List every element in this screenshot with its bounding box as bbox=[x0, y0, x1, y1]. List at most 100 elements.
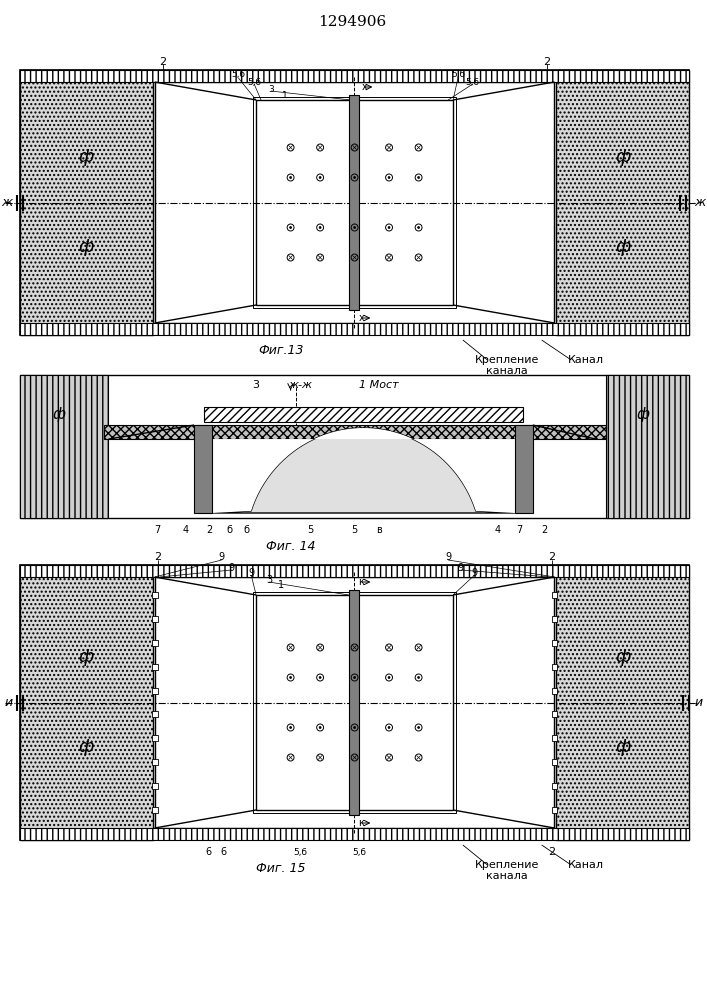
Circle shape bbox=[290, 176, 291, 178]
Circle shape bbox=[290, 676, 291, 678]
Bar bbox=[551, 735, 557, 741]
Circle shape bbox=[354, 676, 356, 678]
Text: к: к bbox=[358, 577, 364, 587]
Bar bbox=[152, 688, 158, 694]
Text: 5,б: 5,б bbox=[231, 70, 245, 80]
Text: 1294906: 1294906 bbox=[318, 15, 387, 29]
Bar bbox=[20, 828, 689, 840]
Bar bbox=[152, 640, 158, 646]
Text: канала: канала bbox=[486, 871, 528, 881]
Bar bbox=[253, 592, 456, 813]
Bar bbox=[20, 70, 153, 335]
Circle shape bbox=[418, 176, 419, 178]
Bar bbox=[20, 70, 689, 335]
Bar bbox=[155, 577, 554, 828]
Bar bbox=[256, 595, 453, 810]
Bar bbox=[152, 735, 158, 741]
Text: 9: 9 bbox=[218, 552, 225, 562]
Circle shape bbox=[354, 227, 356, 229]
Bar bbox=[20, 70, 689, 82]
Text: в: в bbox=[376, 525, 382, 535]
Polygon shape bbox=[212, 428, 515, 513]
Bar bbox=[152, 759, 158, 765]
Text: б: б bbox=[243, 525, 250, 535]
Bar bbox=[551, 640, 557, 646]
Text: ф: ф bbox=[636, 408, 650, 422]
Text: 5,б: 5,б bbox=[466, 78, 480, 87]
Text: ф: ф bbox=[614, 148, 630, 166]
Text: 5: 5 bbox=[307, 525, 313, 535]
Bar bbox=[20, 375, 689, 518]
Circle shape bbox=[388, 676, 390, 678]
Text: и: и bbox=[5, 696, 13, 709]
Text: 9: 9 bbox=[458, 563, 464, 573]
Text: к: к bbox=[358, 818, 364, 828]
Text: 2: 2 bbox=[543, 57, 550, 67]
Circle shape bbox=[290, 726, 291, 728]
Text: 2: 2 bbox=[548, 552, 555, 562]
Text: 1: 1 bbox=[278, 580, 284, 590]
Text: 2: 2 bbox=[548, 847, 555, 857]
Text: Фиг.13: Фиг.13 bbox=[258, 344, 303, 357]
Text: ф: ф bbox=[78, 648, 93, 666]
Text: 3: 3 bbox=[266, 575, 272, 585]
Text: 9: 9 bbox=[228, 563, 235, 573]
Bar bbox=[20, 565, 153, 840]
Text: 4: 4 bbox=[182, 525, 188, 535]
Bar bbox=[152, 783, 158, 789]
Bar bbox=[194, 425, 212, 513]
Text: и: и bbox=[694, 696, 703, 709]
Text: х: х bbox=[361, 82, 367, 92]
Text: 6: 6 bbox=[206, 847, 212, 857]
Circle shape bbox=[319, 676, 321, 678]
Bar bbox=[556, 565, 689, 840]
Text: 9: 9 bbox=[248, 568, 255, 578]
Text: ф: ф bbox=[78, 148, 93, 166]
Text: 6: 6 bbox=[221, 847, 227, 857]
Bar bbox=[103, 425, 606, 439]
Bar bbox=[551, 807, 557, 813]
Circle shape bbox=[354, 726, 356, 728]
Text: Канал: Канал bbox=[568, 860, 604, 870]
Bar bbox=[551, 783, 557, 789]
Bar bbox=[551, 616, 557, 622]
Bar bbox=[152, 616, 158, 622]
Bar bbox=[349, 590, 358, 815]
Text: 5,б: 5,б bbox=[293, 848, 308, 856]
Circle shape bbox=[319, 176, 321, 178]
Circle shape bbox=[388, 176, 390, 178]
Bar bbox=[349, 95, 358, 310]
Bar bbox=[551, 711, 557, 717]
Text: 5,б: 5,б bbox=[247, 78, 261, 87]
Text: ж: ж bbox=[1, 196, 13, 209]
Bar bbox=[155, 82, 554, 323]
Text: 1 Мост: 1 Мост bbox=[359, 380, 399, 390]
Text: 5,б: 5,б bbox=[451, 70, 465, 80]
Circle shape bbox=[388, 726, 390, 728]
Circle shape bbox=[418, 726, 419, 728]
Bar bbox=[551, 664, 557, 670]
Circle shape bbox=[388, 227, 390, 229]
Circle shape bbox=[418, 676, 419, 678]
Circle shape bbox=[290, 227, 291, 229]
Circle shape bbox=[418, 227, 419, 229]
Bar bbox=[20, 323, 689, 335]
Bar bbox=[551, 759, 557, 765]
Bar bbox=[253, 97, 456, 308]
Text: ф: ф bbox=[614, 238, 630, 256]
Text: ф: ф bbox=[614, 738, 630, 756]
Text: ж-ж: ж-ж bbox=[288, 380, 312, 390]
Bar bbox=[20, 375, 108, 518]
Bar bbox=[256, 100, 453, 305]
Bar bbox=[152, 807, 158, 813]
Text: 7: 7 bbox=[516, 525, 522, 535]
Text: 4: 4 bbox=[494, 525, 501, 535]
Text: 5,б: 5,б bbox=[353, 848, 366, 856]
Bar bbox=[551, 592, 557, 598]
Bar bbox=[556, 70, 689, 335]
Bar bbox=[20, 565, 689, 577]
Text: Крепление: Крепление bbox=[475, 860, 539, 870]
Text: 9: 9 bbox=[445, 552, 451, 562]
Text: 5: 5 bbox=[351, 525, 358, 535]
Text: б: б bbox=[226, 525, 233, 535]
